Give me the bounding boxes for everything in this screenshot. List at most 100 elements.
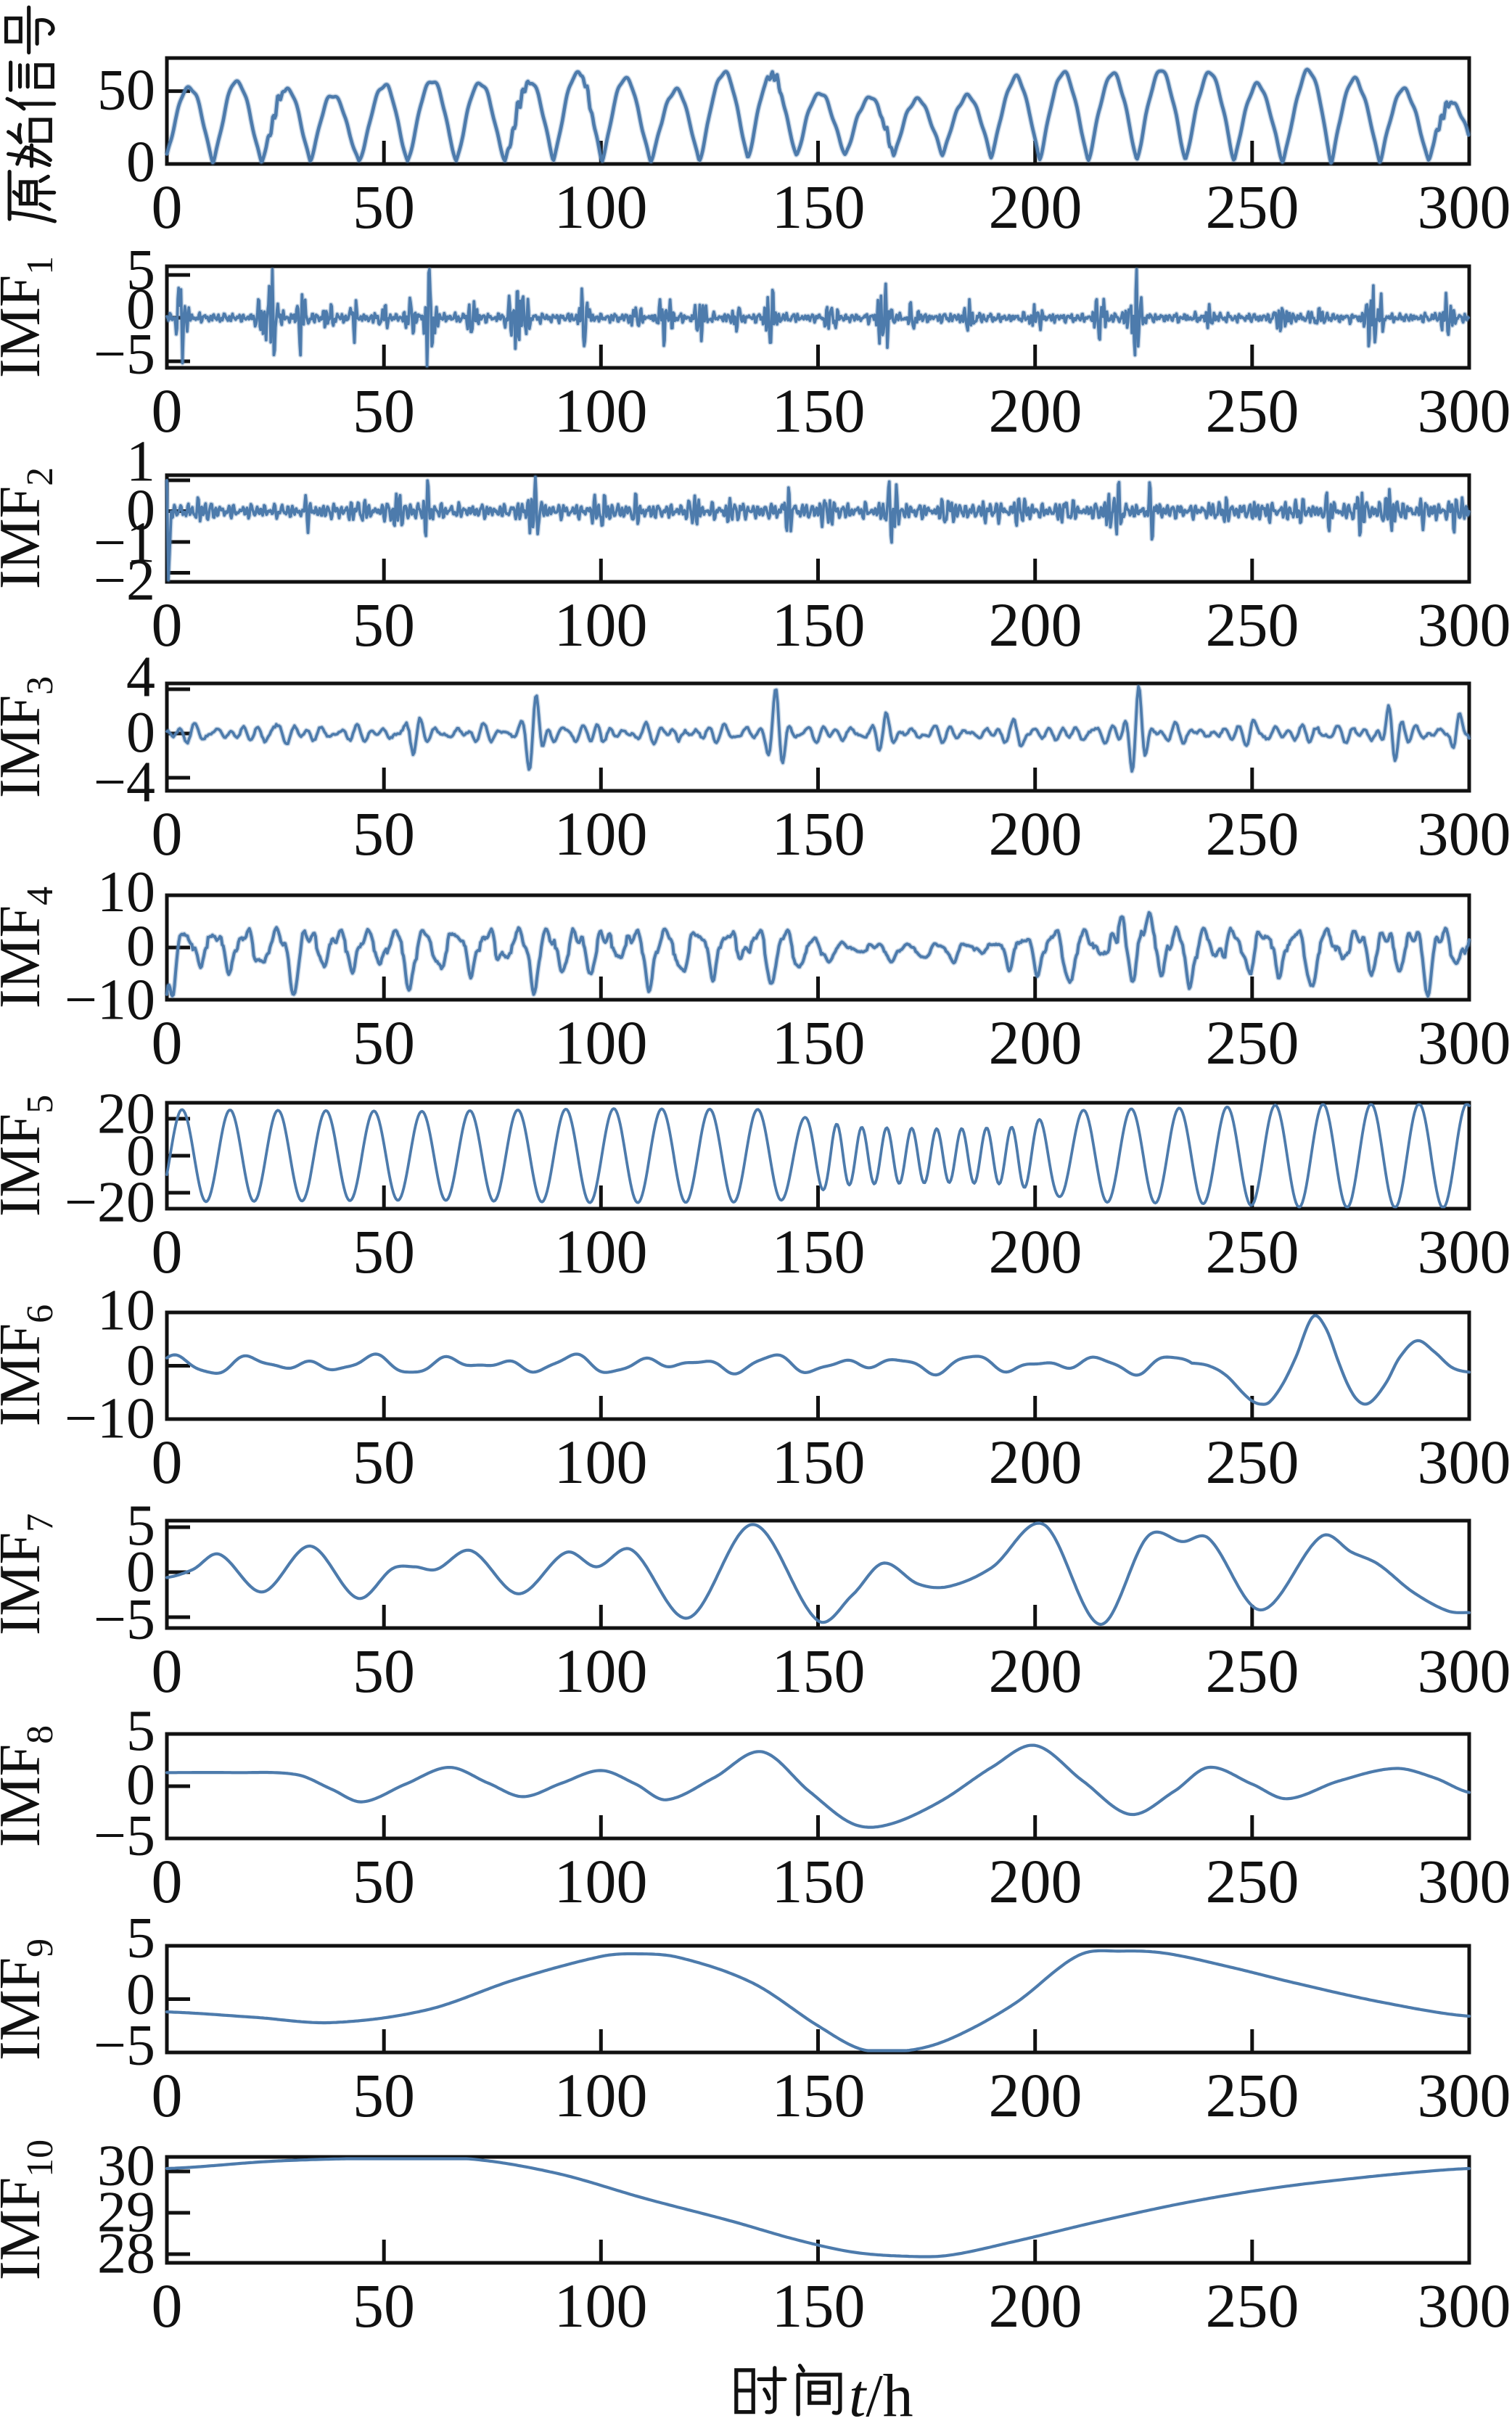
svg-text:200: 200 [989,1636,1082,1706]
svg-text:300: 300 [1418,1427,1511,1497]
svg-text:50: 50 [353,1427,415,1497]
svg-text:50: 50 [353,799,415,868]
svg-text:IMF5: IMF5 [0,1095,61,1217]
svg-text:250: 250 [1206,1846,1299,1916]
svg-text:250: 250 [1206,1427,1299,1497]
svg-text:50: 50 [353,590,415,659]
svg-text:1: 1 [126,430,155,494]
svg-text:200: 200 [989,1008,1082,1077]
svg-text:150: 150 [772,1217,866,1286]
svg-text:200: 200 [989,376,1082,445]
svg-text:10: 10 [97,1279,155,1343]
svg-text:0: 0 [152,799,183,868]
svg-text:IMF8: IMF8 [0,1725,61,1847]
svg-text:0: 0 [152,376,183,445]
svg-text:30: 30 [97,2134,155,2198]
svg-text:100: 100 [554,590,648,659]
svg-text:200: 200 [989,1217,1082,1286]
svg-text:0: 0 [126,131,155,194]
svg-text:−5: −5 [94,2014,155,2078]
svg-text:300: 300 [1418,1846,1511,1916]
svg-text:100: 100 [554,2060,648,2130]
svg-text:IMF9: IMF9 [0,1939,61,2060]
svg-text:300: 300 [1418,1008,1511,1077]
svg-text:250: 250 [1206,1636,1299,1706]
svg-text:−5: −5 [94,1804,155,1868]
svg-text:−2: −2 [94,549,155,613]
svg-text:0: 0 [126,1334,155,1398]
svg-text:50: 50 [353,376,415,445]
svg-text:300: 300 [1418,376,1511,445]
svg-text:−20: −20 [65,1171,155,1235]
svg-text:300: 300 [1418,172,1511,242]
svg-text:IMF6: IMF6 [0,1304,61,1426]
svg-text:5: 5 [126,1907,155,1970]
svg-text:0: 0 [126,915,155,979]
svg-text:300: 300 [1418,2271,1511,2340]
svg-text:50: 50 [97,59,155,123]
svg-text:200: 200 [989,1846,1082,1916]
svg-text:200: 200 [989,799,1082,868]
svg-text:t/h: t/h [849,2362,913,2421]
svg-text:150: 150 [772,172,866,242]
svg-text:0: 0 [152,1217,183,1286]
svg-text:−5: −5 [94,323,155,387]
svg-text:5: 5 [126,1494,155,1558]
svg-text:100: 100 [554,799,648,868]
svg-text:200: 200 [989,172,1082,242]
svg-text:IMF1: IMF1 [0,256,61,378]
svg-text:0: 0 [126,701,155,765]
svg-text:20: 20 [97,1082,155,1146]
svg-text:150: 150 [772,799,866,868]
svg-text:50: 50 [353,2271,415,2340]
svg-text:150: 150 [772,2060,866,2130]
svg-text:100: 100 [554,376,648,445]
svg-text:0: 0 [152,1846,183,1916]
svg-text:200: 200 [989,1427,1082,1497]
svg-text:0: 0 [126,479,155,543]
svg-text:200: 200 [989,590,1082,659]
svg-text:200: 200 [989,2060,1082,2130]
svg-text:−4: −4 [94,751,155,815]
svg-text:0: 0 [126,1963,155,2027]
svg-text:0: 0 [126,1125,155,1188]
svg-text:100: 100 [554,172,648,242]
svg-text:150: 150 [772,1636,866,1706]
svg-text:250: 250 [1206,376,1299,445]
svg-text:100: 100 [554,1846,648,1916]
svg-text:4: 4 [126,646,155,710]
svg-text:100: 100 [554,1217,648,1286]
svg-text:50: 50 [353,2060,415,2130]
svg-text:5: 5 [126,1699,155,1763]
svg-text:100: 100 [554,1636,648,1706]
svg-text:250: 250 [1206,2060,1299,2130]
svg-text:0: 0 [126,1754,155,1817]
svg-text:200: 200 [989,2271,1082,2340]
svg-text:250: 250 [1206,172,1299,242]
svg-text:100: 100 [554,1427,648,1497]
svg-text:−5: −5 [94,1588,155,1652]
svg-text:150: 150 [772,1008,866,1077]
svg-text:IMF3: IMF3 [0,676,61,798]
svg-text:150: 150 [772,590,866,659]
svg-text:−10: −10 [65,1387,155,1451]
svg-text:150: 150 [772,2271,866,2340]
svg-text:0: 0 [152,1636,183,1706]
svg-text:IMF4: IMF4 [0,887,61,1008]
svg-text:250: 250 [1206,2271,1299,2340]
svg-text:0: 0 [152,2060,183,2130]
svg-text:150: 150 [772,376,866,445]
svg-text:150: 150 [772,1846,866,1916]
svg-text:0: 0 [126,1540,155,1604]
svg-text:50: 50 [353,1217,415,1286]
svg-text:0: 0 [152,2271,183,2340]
svg-text:300: 300 [1418,799,1511,868]
svg-text:0: 0 [152,1427,183,1497]
svg-text:300: 300 [1418,2060,1511,2130]
svg-text:300: 300 [1418,1217,1511,1286]
svg-text:0: 0 [126,278,155,342]
svg-text:−1: −1 [94,511,155,575]
svg-text:28: 28 [97,2222,155,2286]
svg-text:10: 10 [97,860,155,924]
svg-text:−10: −10 [65,969,155,1032]
